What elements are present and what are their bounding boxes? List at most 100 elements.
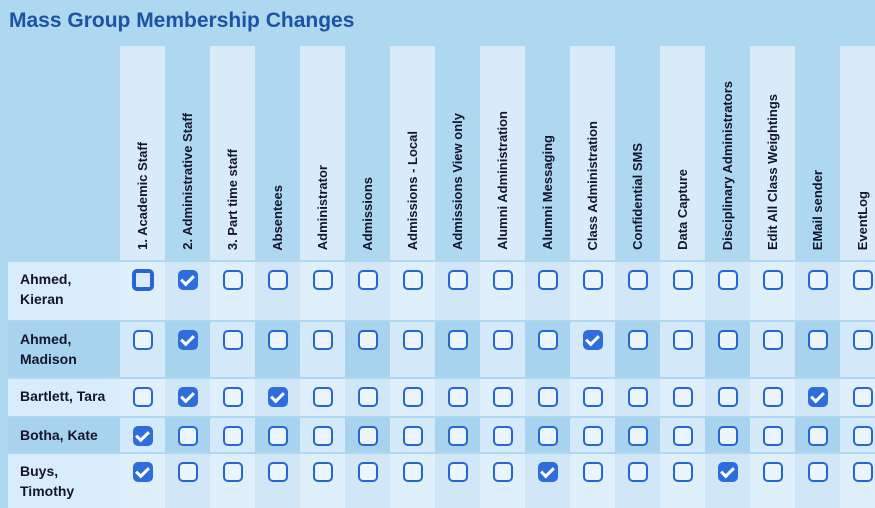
membership-checkbox-botha-kate-3-part-time-staff[interactable] xyxy=(222,426,243,447)
membership-checkbox-bartlett-tara-3-part-time-staff[interactable] xyxy=(222,387,243,408)
column-header-2-administrative-staff: 2. Administrative Staff xyxy=(165,46,210,261)
membership-checkbox-ahmed-madison-eventlog[interactable] xyxy=(852,330,873,351)
membership-checkbox-ahmed-kieran-confidential-sms[interactable] xyxy=(627,270,648,291)
membership-cell xyxy=(840,262,875,321)
membership-checkbox-ahmed-kieran-admissions[interactable] xyxy=(357,270,378,291)
membership-checkbox-buys-timothy-alumni-administration[interactable] xyxy=(492,462,513,483)
membership-checkbox-botha-kate-administrator[interactable] xyxy=(312,426,333,447)
membership-checkbox-bartlett-tara-disciplinary-administrators[interactable] xyxy=(717,387,738,408)
membership-cell xyxy=(390,418,435,453)
membership-checkbox-ahmed-kieran-edit-all-class-weightings[interactable] xyxy=(762,270,783,291)
member-name-line: Ahmed, xyxy=(20,331,72,348)
membership-checkbox-botha-kate-1-academic-staff[interactable] xyxy=(132,426,153,447)
membership-checkbox-bartlett-tara-alumni-administration[interactable] xyxy=(492,387,513,408)
membership-checkbox-ahmed-kieran-admissions-local[interactable] xyxy=(402,270,423,291)
membership-checkbox-ahmed-madison-class-administration[interactable] xyxy=(582,330,603,351)
membership-checkbox-botha-kate-disciplinary-administrators[interactable] xyxy=(717,426,738,447)
membership-checkbox-bartlett-tara-email-sender[interactable] xyxy=(807,387,828,408)
membership-checkbox-buys-timothy-2-administrative-staff[interactable] xyxy=(177,462,198,483)
membership-checkbox-buys-timothy-disciplinary-administrators[interactable] xyxy=(717,462,738,483)
membership-checkbox-botha-kate-class-administration[interactable] xyxy=(582,426,603,447)
membership-checkbox-bartlett-tara-eventlog[interactable] xyxy=(852,387,873,408)
membership-cell xyxy=(795,262,840,321)
membership-cell xyxy=(480,454,525,508)
membership-checkbox-ahmed-kieran-data-capture[interactable] xyxy=(672,270,693,291)
page-title: Mass Group Membership Changes xyxy=(9,9,355,32)
membership-checkbox-ahmed-kieran-disciplinary-administrators[interactable] xyxy=(717,270,738,291)
membership-cell xyxy=(750,418,795,453)
membership-checkbox-buys-timothy-class-administration[interactable] xyxy=(582,462,603,483)
membership-checkbox-ahmed-madison-email-sender[interactable] xyxy=(807,330,828,351)
membership-checkbox-bartlett-tara-administrator[interactable] xyxy=(312,387,333,408)
membership-checkbox-bartlett-tara-admissions[interactable] xyxy=(357,387,378,408)
membership-checkbox-ahmed-kieran-1-academic-staff[interactable] xyxy=(131,269,154,292)
membership-checkbox-botha-kate-edit-all-class-weightings[interactable] xyxy=(762,426,783,447)
membership-checkbox-botha-kate-alumni-messaging[interactable] xyxy=(537,426,558,447)
membership-checkbox-bartlett-tara-1-academic-staff[interactable] xyxy=(132,387,153,408)
membership-checkbox-buys-timothy-administrator[interactable] xyxy=(312,462,333,483)
membership-checkbox-ahmed-kieran-eventlog[interactable] xyxy=(852,270,873,291)
membership-checkbox-ahmed-madison-absentees[interactable] xyxy=(267,330,288,351)
membership-checkbox-buys-timothy-alumni-messaging[interactable] xyxy=(537,462,558,483)
membership-checkbox-buys-timothy-eventlog[interactable] xyxy=(852,462,873,483)
membership-cell xyxy=(255,418,300,453)
membership-checkbox-bartlett-tara-data-capture[interactable] xyxy=(672,387,693,408)
membership-checkbox-ahmed-madison-edit-all-class-weightings[interactable] xyxy=(762,330,783,351)
membership-checkbox-buys-timothy-edit-all-class-weightings[interactable] xyxy=(762,462,783,483)
membership-cell xyxy=(705,322,750,378)
membership-checkbox-botha-kate-absentees[interactable] xyxy=(267,426,288,447)
membership-checkbox-bartlett-tara-absentees[interactable] xyxy=(267,387,288,408)
membership-checkbox-botha-kate-confidential-sms[interactable] xyxy=(627,426,648,447)
membership-checkbox-botha-kate-2-administrative-staff[interactable] xyxy=(177,426,198,447)
membership-cell xyxy=(570,322,615,378)
membership-checkbox-botha-kate-email-sender[interactable] xyxy=(807,426,828,447)
membership-checkbox-buys-timothy-admissions-view-only[interactable] xyxy=(447,462,468,483)
membership-checkbox-ahmed-madison-data-capture[interactable] xyxy=(672,330,693,351)
membership-checkbox-ahmed-madison-admissions[interactable] xyxy=(357,330,378,351)
membership-checkbox-ahmed-kieran-administrator[interactable] xyxy=(312,270,333,291)
membership-checkbox-botha-kate-data-capture[interactable] xyxy=(672,426,693,447)
membership-checkbox-ahmed-madison-alumni-messaging[interactable] xyxy=(537,330,558,351)
membership-checkbox-ahmed-madison-admissions-view-only[interactable] xyxy=(447,330,468,351)
membership-checkbox-ahmed-kieran-class-administration[interactable] xyxy=(582,270,603,291)
membership-checkbox-bartlett-tara-admissions-view-only[interactable] xyxy=(447,387,468,408)
membership-checkbox-ahmed-madison-disciplinary-administrators[interactable] xyxy=(717,330,738,351)
membership-checkbox-botha-kate-admissions[interactable] xyxy=(357,426,378,447)
membership-checkbox-ahmed-kieran-2-administrative-staff[interactable] xyxy=(177,270,198,291)
membership-checkbox-ahmed-kieran-alumni-administration[interactable] xyxy=(492,270,513,291)
membership-checkbox-bartlett-tara-alumni-messaging[interactable] xyxy=(537,387,558,408)
membership-checkbox-ahmed-madison-admissions-local[interactable] xyxy=(402,330,423,351)
membership-checkbox-ahmed-kieran-email-sender[interactable] xyxy=(807,270,828,291)
membership-checkbox-botha-kate-eventlog[interactable] xyxy=(852,426,873,447)
membership-checkbox-bartlett-tara-class-administration[interactable] xyxy=(582,387,603,408)
membership-checkbox-bartlett-tara-2-administrative-staff[interactable] xyxy=(177,387,198,408)
membership-checkbox-ahmed-madison-administrator[interactable] xyxy=(312,330,333,351)
membership-checkbox-ahmed-madison-3-part-time-staff[interactable] xyxy=(222,330,243,351)
membership-checkbox-ahmed-kieran-absentees[interactable] xyxy=(267,270,288,291)
membership-checkbox-buys-timothy-data-capture[interactable] xyxy=(672,462,693,483)
membership-checkbox-botha-kate-admissions-view-only[interactable] xyxy=(447,426,468,447)
membership-checkbox-botha-kate-alumni-administration[interactable] xyxy=(492,426,513,447)
membership-checkbox-ahmed-madison-alumni-administration[interactable] xyxy=(492,330,513,351)
membership-checkbox-botha-kate-admissions-local[interactable] xyxy=(402,426,423,447)
membership-checkbox-ahmed-kieran-admissions-view-only[interactable] xyxy=(447,270,468,291)
membership-checkbox-bartlett-tara-confidential-sms[interactable] xyxy=(627,387,648,408)
membership-cell xyxy=(615,262,660,321)
membership-cell xyxy=(660,418,705,453)
membership-cell xyxy=(840,322,875,378)
membership-checkbox-buys-timothy-admissions[interactable] xyxy=(357,462,378,483)
membership-cell xyxy=(480,262,525,321)
membership-checkbox-ahmed-madison-1-academic-staff[interactable] xyxy=(132,330,153,351)
membership-checkbox-bartlett-tara-edit-all-class-weightings[interactable] xyxy=(762,387,783,408)
membership-checkbox-buys-timothy-admissions-local[interactable] xyxy=(402,462,423,483)
membership-checkbox-ahmed-kieran-3-part-time-staff[interactable] xyxy=(222,270,243,291)
membership-checkbox-bartlett-tara-admissions-local[interactable] xyxy=(402,387,423,408)
membership-checkbox-buys-timothy-absentees[interactable] xyxy=(267,462,288,483)
membership-checkbox-buys-timothy-confidential-sms[interactable] xyxy=(627,462,648,483)
membership-checkbox-ahmed-kieran-alumni-messaging[interactable] xyxy=(537,270,558,291)
membership-checkbox-buys-timothy-1-academic-staff[interactable] xyxy=(132,462,153,483)
membership-checkbox-buys-timothy-3-part-time-staff[interactable] xyxy=(222,462,243,483)
membership-checkbox-ahmed-madison-confidential-sms[interactable] xyxy=(627,330,648,351)
membership-checkbox-ahmed-madison-2-administrative-staff[interactable] xyxy=(177,330,198,351)
membership-checkbox-buys-timothy-email-sender[interactable] xyxy=(807,462,828,483)
